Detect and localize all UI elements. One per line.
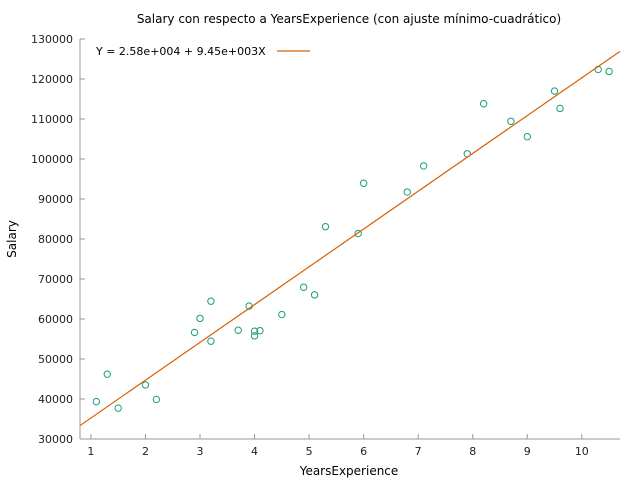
- data-point: [556, 104, 564, 113]
- data-point: [403, 188, 411, 196]
- x-tick-label: 8: [469, 445, 476, 458]
- x-tick-label: 1: [87, 445, 94, 458]
- x-tick-label: 5: [306, 445, 313, 458]
- data-point: [359, 179, 368, 187]
- y-tick-label: 40000: [38, 393, 73, 406]
- regression-line: [79, 50, 621, 427]
- data-point: [103, 370, 111, 378]
- data-point: [479, 100, 488, 108]
- x-tick-label: 4: [251, 445, 258, 458]
- y-tick-label: 90000: [38, 193, 73, 206]
- y-tick-label: 50000: [38, 353, 73, 366]
- data-point: [141, 381, 150, 389]
- x-tick-label: 2: [142, 445, 149, 458]
- x-axis-ticks: 1 2 3 4 5 6 7 8 9 10: [87, 434, 589, 458]
- data-point: [207, 297, 215, 305]
- y-tick-label: 120000: [31, 73, 73, 86]
- data-point: [250, 332, 259, 340]
- data-point: [310, 291, 319, 299]
- x-tick-label: 9: [524, 445, 531, 458]
- data-point: [92, 397, 101, 406]
- data-point: [114, 404, 122, 412]
- data-point: [419, 162, 428, 170]
- y-tick-label: 100000: [31, 153, 73, 166]
- x-tick-label: 10: [575, 445, 589, 458]
- data-point: [256, 326, 264, 335]
- chart-title: Salary con respecto a YearsExperience (c…: [137, 12, 561, 26]
- data-point: [196, 314, 204, 323]
- x-axis-title: YearsExperience: [299, 464, 399, 478]
- data-point: [605, 67, 613, 76]
- data-point: [523, 132, 531, 141]
- legend-label: Y = 2.58e+004 + 9.45e+003X: [95, 45, 266, 58]
- data-points: [92, 65, 613, 412]
- data-point: [550, 87, 559, 95]
- x-tick-label: 6: [360, 445, 367, 458]
- x-tick-label: 3: [197, 445, 204, 458]
- data-point: [234, 326, 242, 334]
- data-point: [594, 65, 602, 74]
- legend: Y = 2.58e+004 + 9.45e+003X: [95, 45, 310, 58]
- data-point: [354, 229, 362, 238]
- x-tick-label: 7: [415, 445, 422, 458]
- data-point: [190, 328, 199, 337]
- y-tick-label: 60000: [38, 313, 73, 326]
- y-tick-label: 80000: [38, 233, 73, 246]
- y-axis-ticks: 30000 40000 50000 60000 70000 80000 90000 10000…: [31, 33, 85, 446]
- y-axis-title: Salary: [5, 220, 19, 258]
- y-tick-label: 70000: [38, 273, 73, 286]
- y-tick-label: 110000: [31, 113, 73, 126]
- y-tick-label: 130000: [31, 33, 73, 46]
- data-point: [152, 395, 161, 404]
- y-tick-label: 30000: [38, 433, 73, 446]
- data-point: [507, 117, 515, 125]
- data-point: [250, 327, 259, 335]
- data-point: [321, 222, 330, 231]
- data-point: [299, 283, 308, 291]
- data-point: [207, 337, 215, 345]
- data-point: [278, 310, 286, 319]
